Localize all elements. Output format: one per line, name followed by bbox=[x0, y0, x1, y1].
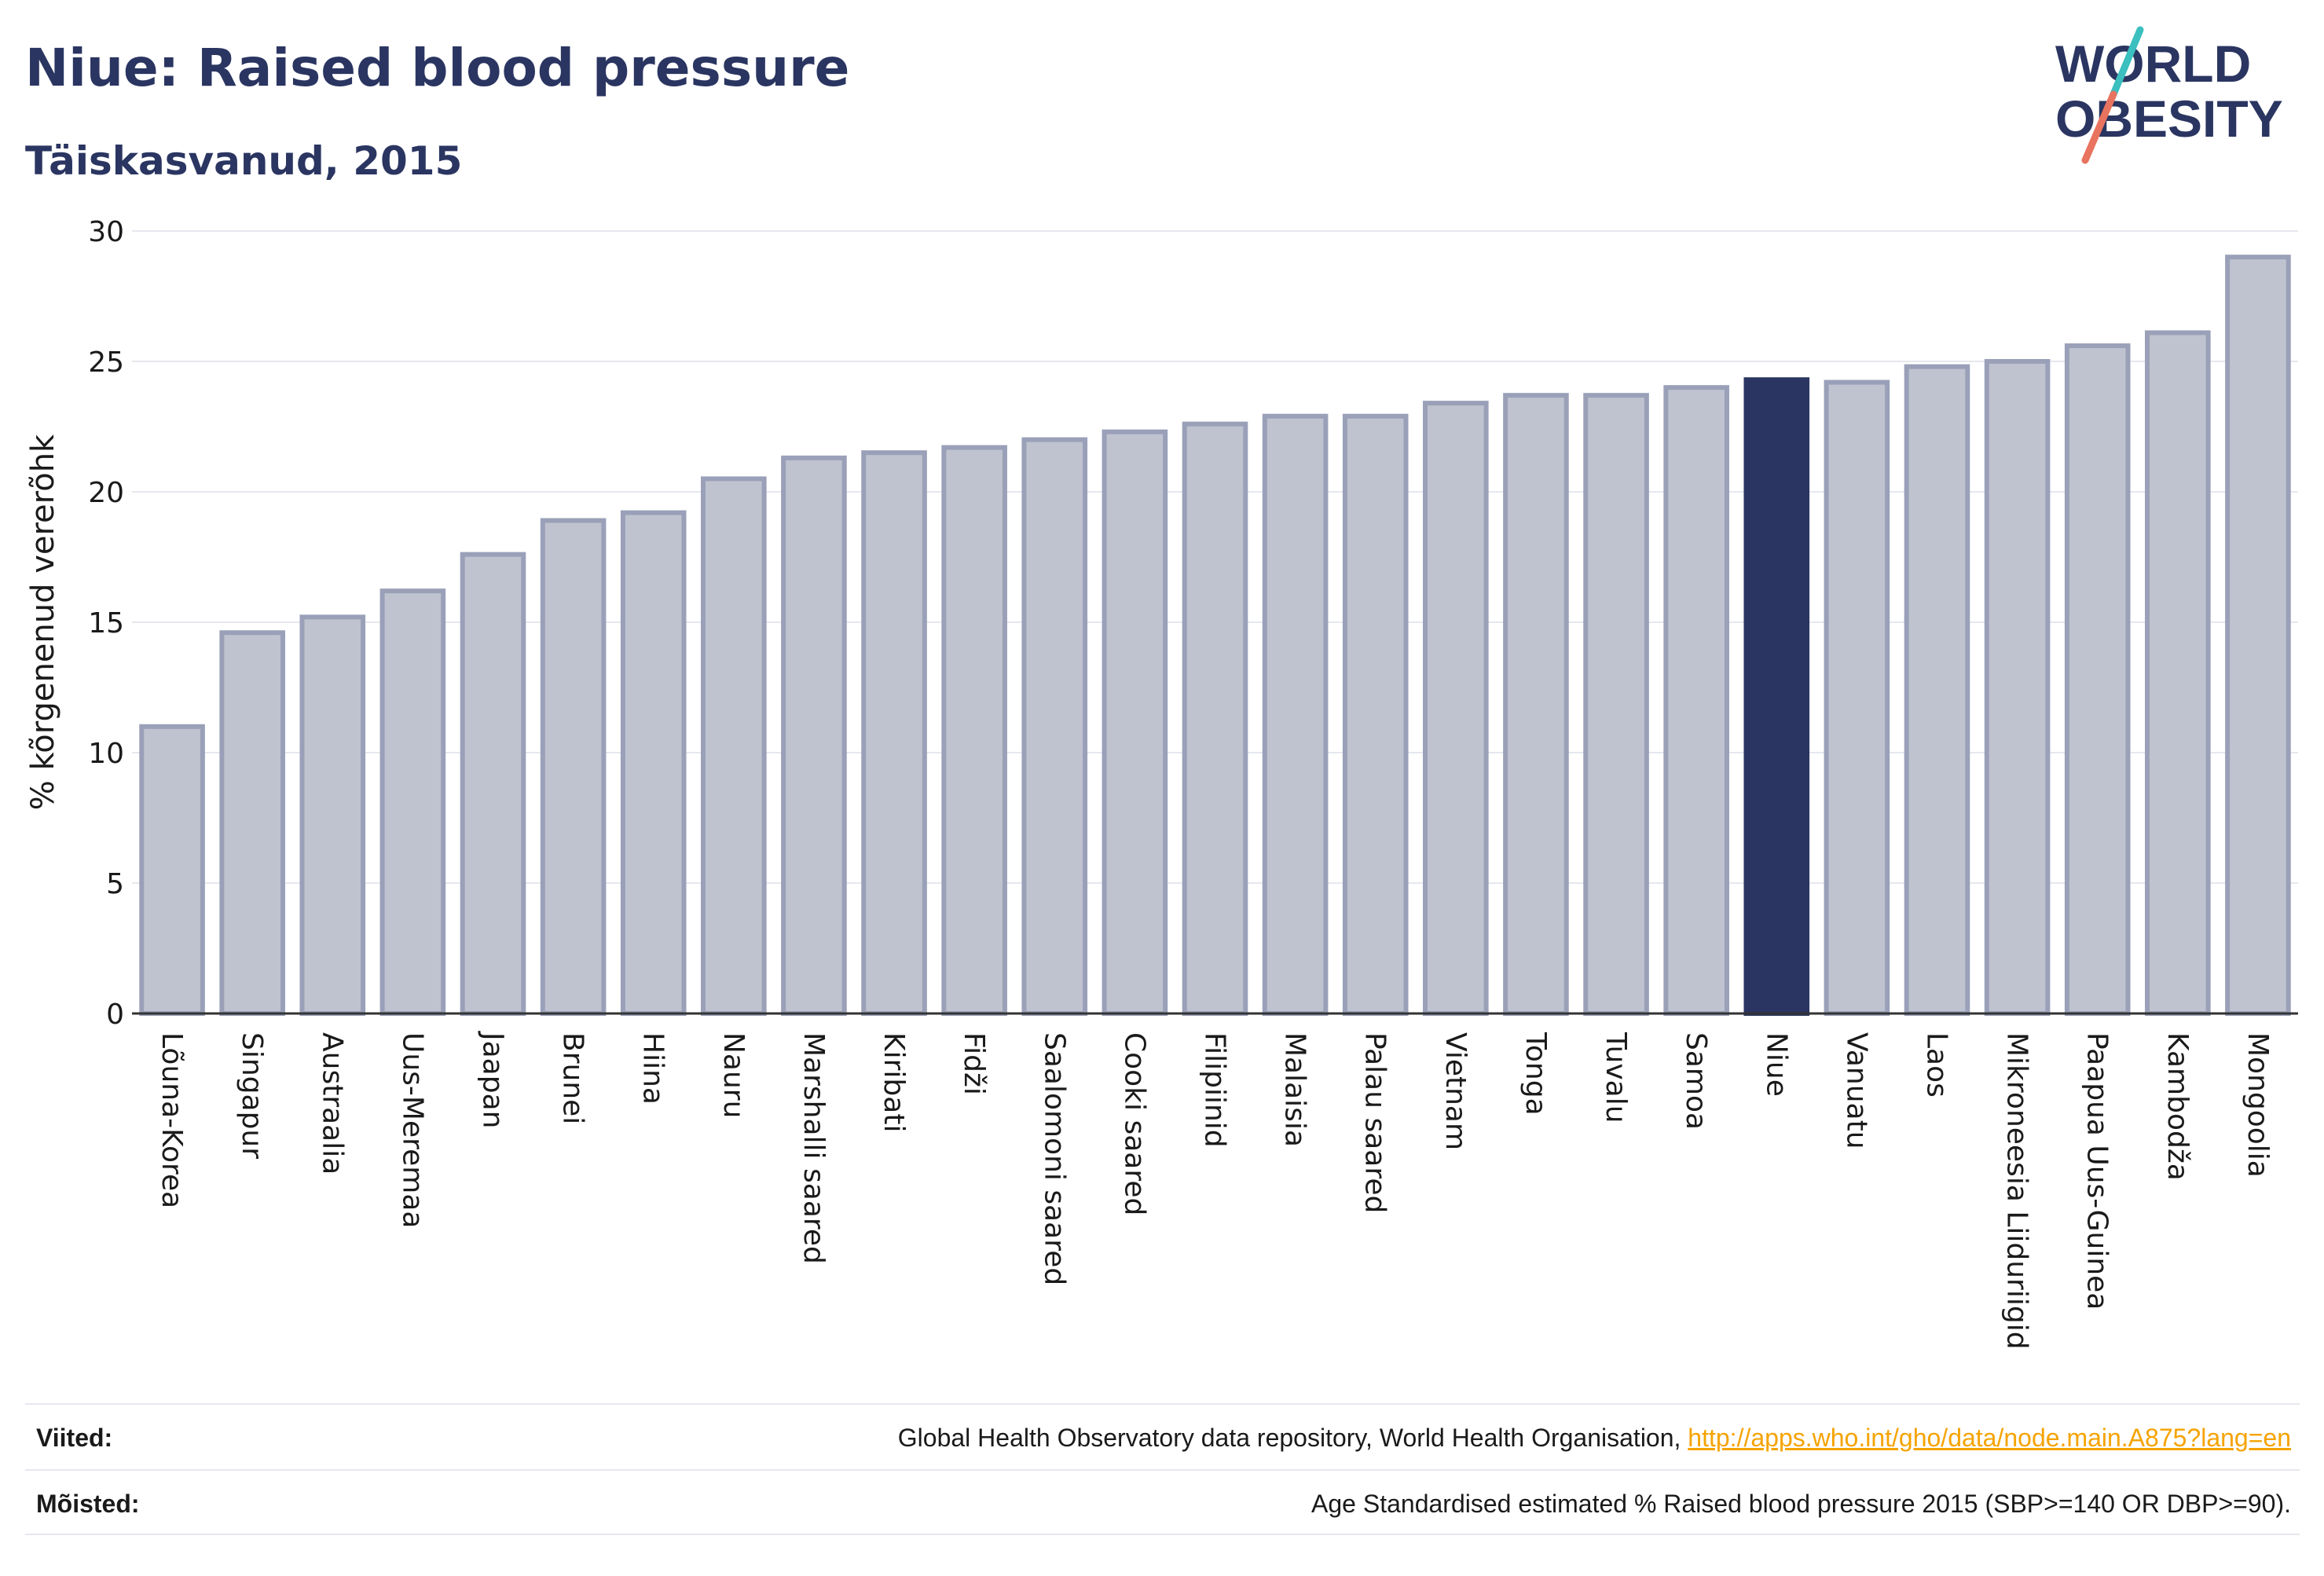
bar bbox=[1021, 437, 1088, 1016]
x-tick-label: Cooki saared bbox=[1118, 1032, 1150, 1215]
logo-word-world: WORLD bbox=[2055, 35, 2251, 93]
y-tick-label: 0 bbox=[106, 999, 124, 1031]
x-tick-label: Mongoolia bbox=[2242, 1032, 2274, 1178]
sources-label: Viited: bbox=[36, 1424, 113, 1452]
x-tick-label: Niue bbox=[1760, 1032, 1792, 1097]
bar bbox=[1503, 393, 1569, 1017]
x-tick-label: Kiribati bbox=[878, 1032, 910, 1132]
y-tick-label: 10 bbox=[88, 738, 124, 770]
footer-divider-middle bbox=[25, 1469, 2300, 1471]
x-tick-label: Filipiinid bbox=[1199, 1032, 1231, 1148]
bar bbox=[1423, 401, 1489, 1016]
bar bbox=[1102, 429, 1168, 1016]
logo-slash-teal bbox=[2110, 26, 2144, 98]
definitions-value: Age Standardised estimated % Raised bloo… bbox=[1311, 1490, 2291, 1518]
footer-definitions-row: Mõisted: Age Standardised estimated % Ra… bbox=[36, 1474, 2291, 1537]
sources-link[interactable]: http://apps.who.int/gho/data/node.main.A… bbox=[1688, 1424, 2291, 1452]
bar bbox=[1824, 379, 1890, 1016]
bar bbox=[299, 614, 366, 1016]
x-tick-label: Marshalli saared bbox=[797, 1032, 830, 1264]
bar bbox=[1262, 413, 1329, 1016]
x-tick-label: Saalomoni saared bbox=[1038, 1032, 1070, 1285]
x-tick-label: Vietnam bbox=[1439, 1032, 1472, 1150]
bar bbox=[701, 476, 767, 1016]
y-tick-label: 15 bbox=[88, 607, 124, 640]
logo-slash-coral bbox=[2081, 90, 2117, 164]
x-tick-label: Uus-Meremaa bbox=[396, 1032, 428, 1228]
bar bbox=[2145, 330, 2211, 1017]
chart-title: Niue: Raised blood pressure bbox=[25, 38, 850, 98]
bar bbox=[2225, 255, 2291, 1016]
bar bbox=[2064, 343, 2131, 1016]
footer-sources-row: Viited: Global Health Observatory data r… bbox=[36, 1408, 2291, 1471]
x-tick-label: Singapur bbox=[236, 1032, 268, 1159]
x-tick-label: Lõuna-Korea bbox=[156, 1032, 188, 1208]
x-tick-label: Vanuatu bbox=[1840, 1032, 1872, 1149]
y-tick-label: 25 bbox=[88, 346, 124, 379]
bar bbox=[540, 518, 607, 1016]
bar bbox=[620, 510, 687, 1016]
bar-highlight bbox=[1743, 377, 1810, 1016]
bar bbox=[1663, 385, 1729, 1016]
bar bbox=[139, 724, 205, 1016]
x-tick-label: Kambodža bbox=[2161, 1032, 2194, 1181]
x-tick-label: Paapua Uus-Guinea bbox=[2081, 1032, 2113, 1310]
bar bbox=[460, 552, 526, 1016]
x-tick-label: Fidži bbox=[958, 1032, 990, 1095]
logo-word-obesity: OBESITY bbox=[2055, 90, 2283, 148]
x-tick-label: Hiina bbox=[637, 1032, 669, 1105]
sources-value: Global Health Observatory data repositor… bbox=[898, 1424, 2291, 1453]
x-tick-label: Mikroneesia Liiduriigid bbox=[2001, 1032, 2033, 1350]
bar bbox=[861, 450, 927, 1016]
bar bbox=[1182, 421, 1248, 1016]
bar bbox=[781, 455, 847, 1016]
x-tick-label: Nauru bbox=[717, 1032, 750, 1118]
bar-chart: 0 5 10 15 20 25 30 % kõrgenenud vererõhk Lõuna-K… bbox=[25, 216, 2298, 1350]
bar bbox=[941, 445, 1007, 1016]
world-obesity-logo: WORLD OBESITY bbox=[2055, 26, 2283, 164]
y-tick-label: 5 bbox=[106, 868, 124, 900]
footer-divider-bottom bbox=[25, 1534, 2300, 1535]
bar bbox=[219, 630, 285, 1017]
x-tick-label: Brunei bbox=[557, 1032, 589, 1124]
chart-subtitle: Täiskasvanud, 2015 bbox=[25, 138, 463, 184]
x-tick-label: Samoa bbox=[1680, 1032, 1712, 1130]
x-tick-label: Jaapan bbox=[477, 1031, 509, 1128]
y-axis-title: % kõrgenenud vererõhk bbox=[25, 434, 61, 810]
definitions-label: Mõisted: bbox=[36, 1490, 140, 1518]
bar bbox=[1984, 359, 2051, 1016]
bar bbox=[379, 588, 446, 1016]
x-tick-label: Laos bbox=[1921, 1032, 1953, 1098]
x-tick-label: Palau saared bbox=[1359, 1032, 1391, 1213]
x-tick-label: Malaisia bbox=[1279, 1032, 1311, 1147]
x-tick-label: Tonga bbox=[1519, 1032, 1552, 1116]
bar bbox=[1342, 413, 1409, 1016]
x-tick-label: Austraalia bbox=[316, 1032, 348, 1175]
x-tick-label: Tuvalu bbox=[1600, 1032, 1632, 1123]
bar bbox=[1904, 364, 1970, 1016]
sources-text: Global Health Observatory data repositor… bbox=[897, 1424, 1688, 1452]
y-tick-label: 30 bbox=[88, 216, 124, 248]
y-tick-label: 20 bbox=[88, 477, 124, 509]
bar bbox=[1583, 393, 1649, 1017]
footer-divider-top bbox=[25, 1403, 2300, 1405]
